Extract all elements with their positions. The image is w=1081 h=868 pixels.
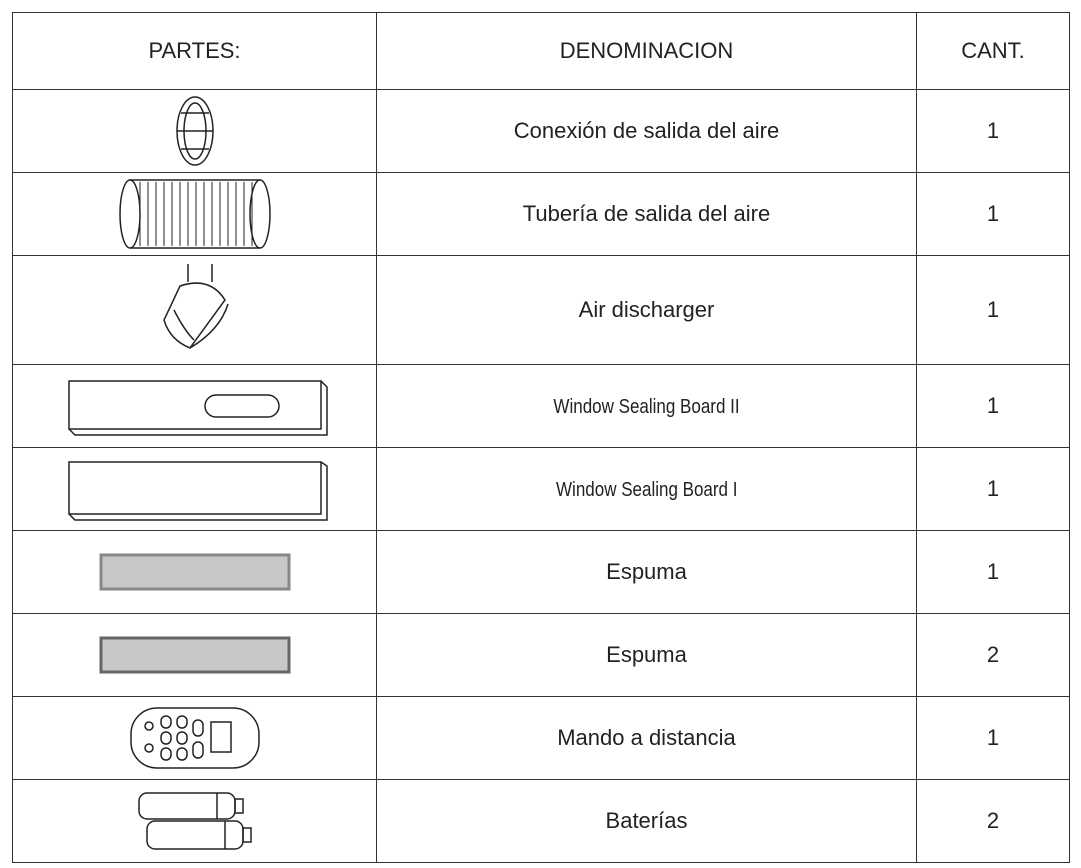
icon-cell [12,779,377,863]
row: Tubería de salida del aire 1 [12,172,1070,256]
icon-cell [12,255,377,365]
header-cell: PARTES: [12,12,377,90]
row: Espuma 1 [12,530,1070,614]
board-ii-icon [67,380,328,436]
qty-cell: 1 [916,447,1070,531]
header-cell: CANT. [916,12,1070,90]
name-text: Window Sealing Board I [555,479,738,501]
remote-icon [129,707,260,769]
row: Espuma 2 [12,613,1070,697]
batteries-icon [137,792,252,850]
row: Air discharger 1 [12,255,1070,365]
qty-cell: 2 [916,779,1070,863]
icon-cell [12,89,377,173]
name-text: Window Sealing Board II [553,396,740,418]
parts-table: PARTES: DENOMINACION CANT. Conexión de s… [12,12,1070,863]
name-cell: Air discharger [376,255,917,365]
qty-cell: 2 [916,613,1070,697]
icon-cell [12,696,377,780]
name-cell: Espuma [376,530,917,614]
name-cell: Baterías [376,779,917,863]
name-cell: Conexión de salida del aire [376,89,917,173]
row: Conexión de salida del aire 1 [12,89,1070,173]
icon-cell [12,172,377,256]
qty-cell: 1 [916,255,1070,365]
icon-cell [12,364,377,448]
row: Baterías 2 [12,779,1070,863]
icon-cell [12,447,377,531]
hose-icon [118,179,271,249]
qty-cell: 1 [916,696,1070,780]
row: Mando a distancia 1 [12,696,1070,780]
name-cell: Window Sealing Board I [376,447,917,531]
name-cell: Tubería de salida del aire [376,172,917,256]
icon-cell [12,613,377,697]
foam-icon [99,636,290,674]
qty-cell: 1 [916,89,1070,173]
name-cell: Espuma [376,613,917,697]
board-i-icon [67,461,328,521]
qty-cell: 1 [916,530,1070,614]
foam-icon [99,553,290,591]
name-cell: Mando a distancia [376,696,917,780]
connector-icon [175,96,214,166]
icon-cell [12,530,377,614]
discharger-icon [162,264,229,349]
name-cell: Window Sealing Board II [376,364,917,448]
row: Window Sealing Board II 1 [12,364,1070,448]
header-cell: DENOMINACION [376,12,917,90]
qty-cell: 1 [916,364,1070,448]
qty-cell: 1 [916,172,1070,256]
header-row: PARTES: DENOMINACION CANT. [12,12,1070,90]
row: Window Sealing Board I 1 [12,447,1070,531]
